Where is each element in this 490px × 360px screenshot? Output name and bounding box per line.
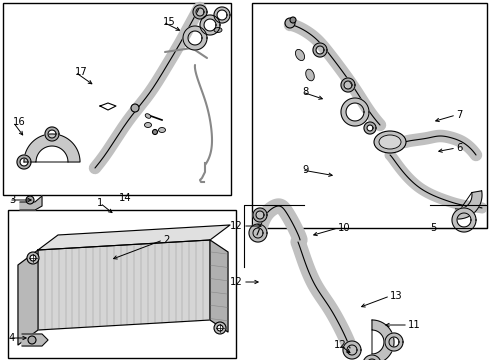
Polygon shape <box>313 43 327 57</box>
Ellipse shape <box>145 114 151 118</box>
Text: 2: 2 <box>163 235 170 245</box>
Polygon shape <box>385 333 403 351</box>
Polygon shape <box>343 341 361 359</box>
Circle shape <box>214 322 226 334</box>
Bar <box>3 3 231 195</box>
Text: 3: 3 <box>9 195 15 205</box>
Text: 12: 12 <box>230 277 243 287</box>
Polygon shape <box>249 224 267 242</box>
Polygon shape <box>38 240 210 330</box>
Polygon shape <box>17 155 31 169</box>
Polygon shape <box>341 78 355 92</box>
Polygon shape <box>200 15 220 35</box>
Circle shape <box>26 196 34 204</box>
Polygon shape <box>183 26 207 50</box>
Circle shape <box>285 18 295 28</box>
Text: 17: 17 <box>75 67 88 77</box>
Ellipse shape <box>295 49 305 60</box>
Text: 15: 15 <box>163 17 176 27</box>
Ellipse shape <box>145 122 151 127</box>
Polygon shape <box>20 196 42 210</box>
Polygon shape <box>210 240 228 332</box>
Polygon shape <box>454 191 482 219</box>
Ellipse shape <box>306 69 314 81</box>
Text: 12: 12 <box>334 340 346 350</box>
Polygon shape <box>18 250 38 345</box>
Text: 6: 6 <box>456 143 463 153</box>
Text: 9: 9 <box>302 165 308 175</box>
Polygon shape <box>364 122 376 134</box>
Circle shape <box>131 104 139 112</box>
Text: 1: 1 <box>97 198 103 208</box>
Text: 10: 10 <box>338 223 351 233</box>
Text: 13: 13 <box>390 291 403 301</box>
Polygon shape <box>372 320 394 360</box>
Bar <box>8 210 236 358</box>
Text: 11: 11 <box>408 320 421 330</box>
Circle shape <box>30 255 36 261</box>
Polygon shape <box>38 225 230 250</box>
Text: 12: 12 <box>230 221 243 231</box>
Circle shape <box>27 252 39 264</box>
Ellipse shape <box>214 27 222 32</box>
Text: 5: 5 <box>430 223 437 233</box>
Text: 14: 14 <box>119 193 131 203</box>
Ellipse shape <box>379 135 401 149</box>
Polygon shape <box>45 127 59 141</box>
Text: 16: 16 <box>13 117 26 127</box>
Polygon shape <box>452 208 476 232</box>
Circle shape <box>28 336 36 344</box>
Ellipse shape <box>158 127 166 132</box>
Text: 4: 4 <box>9 333 15 343</box>
Circle shape <box>217 325 223 331</box>
Circle shape <box>152 130 157 135</box>
Polygon shape <box>22 334 48 346</box>
Polygon shape <box>363 355 381 360</box>
Text: 8: 8 <box>302 87 308 97</box>
Polygon shape <box>193 5 207 19</box>
Circle shape <box>290 17 296 23</box>
Polygon shape <box>341 98 369 126</box>
Polygon shape <box>24 134 80 162</box>
Ellipse shape <box>374 131 406 153</box>
Polygon shape <box>253 208 267 222</box>
Bar <box>252 3 487 228</box>
Polygon shape <box>214 7 230 23</box>
Text: 7: 7 <box>456 110 463 120</box>
